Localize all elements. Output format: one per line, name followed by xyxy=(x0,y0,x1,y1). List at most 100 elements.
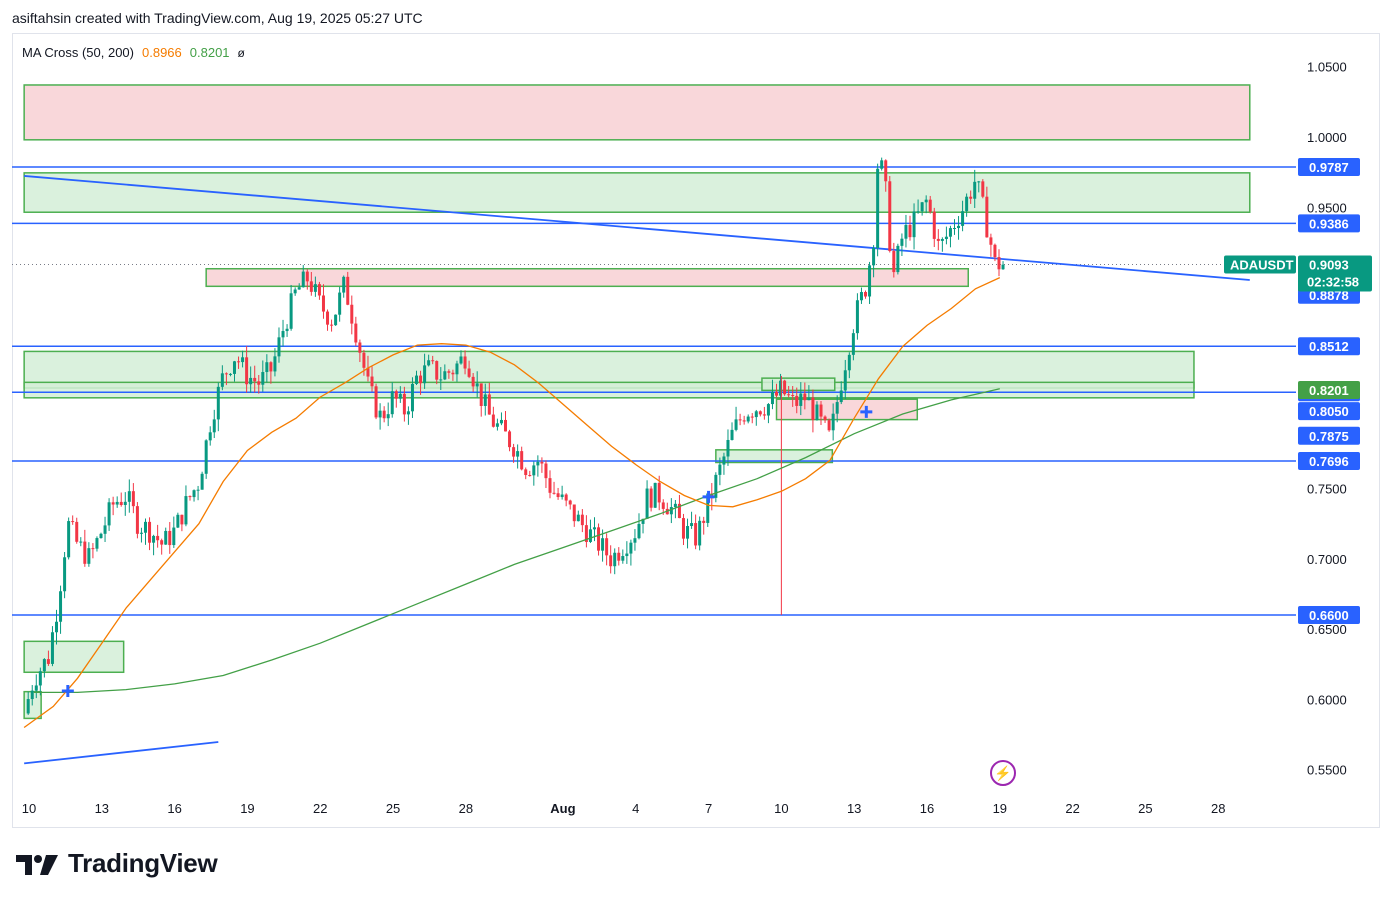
candle xyxy=(892,251,896,273)
candle xyxy=(447,371,451,373)
candle xyxy=(423,365,427,384)
zone-green-8 xyxy=(23,640,125,674)
candle xyxy=(653,482,657,508)
candle xyxy=(26,699,30,714)
y-tick-label: 0.9500 xyxy=(1307,200,1347,215)
price-tag-0.9787: 0.9787 xyxy=(1309,160,1349,175)
candle xyxy=(208,432,212,441)
candle xyxy=(807,397,811,401)
candle xyxy=(241,357,245,363)
countdown-tag: 02:32:58 xyxy=(1307,275,1359,290)
candle xyxy=(855,300,859,334)
candle xyxy=(637,523,641,539)
candle xyxy=(843,370,847,391)
candle xyxy=(443,371,447,380)
candle xyxy=(673,503,677,508)
candle xyxy=(762,414,766,416)
candle xyxy=(59,591,63,622)
candle xyxy=(779,380,783,396)
candle xyxy=(204,440,208,474)
price-tag-0.8512: 0.8512 xyxy=(1309,339,1349,354)
candle xyxy=(928,199,932,212)
candle xyxy=(491,414,495,427)
candle xyxy=(617,552,621,561)
side-tag-0.8050: 0.8050 xyxy=(1309,404,1349,419)
candle xyxy=(601,538,605,551)
candle xyxy=(657,482,661,503)
candle xyxy=(847,354,851,371)
candle xyxy=(702,520,706,523)
candle xyxy=(330,324,334,326)
brand-name: TradingView xyxy=(68,848,218,878)
indicator-legend: MA Cross (50, 200) 0.8966 0.8201 ø xyxy=(22,45,245,60)
candle xyxy=(435,361,439,380)
candle xyxy=(783,380,787,395)
candle xyxy=(55,621,59,633)
candle xyxy=(787,394,791,396)
side-tag-0.7875-bg xyxy=(1298,426,1360,445)
lightning-icon[interactable]: ⚡ xyxy=(990,760,1016,786)
candle xyxy=(835,402,839,414)
candle xyxy=(576,514,580,522)
cross-marker-1 xyxy=(702,490,715,503)
candle xyxy=(532,465,536,476)
x-tick-label: 19 xyxy=(240,801,254,816)
candle xyxy=(265,362,269,373)
candle xyxy=(87,548,91,564)
candle xyxy=(584,525,588,542)
last-price-tag: 0.9093 xyxy=(1309,258,1349,273)
candle xyxy=(540,461,544,464)
candle xyxy=(629,542,633,554)
candle xyxy=(42,659,46,672)
candle xyxy=(1001,264,1005,270)
zone-red-2 xyxy=(205,267,969,288)
candle xyxy=(815,404,819,420)
price-tag-0.9787-bg xyxy=(1298,157,1360,176)
candle xyxy=(880,160,884,169)
visibility-icon[interactable]: ø xyxy=(237,45,245,60)
price-tag-0.6600: 0.6600 xyxy=(1309,608,1349,623)
candle xyxy=(819,404,823,417)
price-tag-0.7696-bg xyxy=(1298,451,1360,470)
candle xyxy=(285,328,289,332)
candle xyxy=(83,541,87,564)
candle xyxy=(216,386,220,420)
candle xyxy=(46,659,50,664)
candle xyxy=(277,337,281,357)
candle xyxy=(965,196,969,212)
candle xyxy=(758,411,762,415)
x-tick-label: 28 xyxy=(459,801,473,816)
side-tag-0.8201-bg xyxy=(1298,380,1360,399)
candle xyxy=(944,236,948,240)
x-tick-label: 28 xyxy=(1211,801,1225,816)
candle xyxy=(305,271,309,282)
candle xyxy=(350,304,354,324)
candle xyxy=(419,375,423,384)
candle xyxy=(592,527,596,530)
candle xyxy=(572,504,576,522)
candle xyxy=(552,492,556,494)
candle xyxy=(888,181,892,252)
candle xyxy=(281,331,285,338)
candle xyxy=(455,363,459,375)
x-tick-label: 19 xyxy=(993,801,1007,816)
x-tick-label: 25 xyxy=(1138,801,1152,816)
candle xyxy=(390,391,394,415)
last-price-tag-bg xyxy=(1298,255,1372,292)
candle xyxy=(309,281,313,292)
candle xyxy=(544,463,548,479)
candle xyxy=(706,493,710,523)
candle xyxy=(386,414,390,419)
y-tick-label: 0.7000 xyxy=(1307,552,1347,567)
candle xyxy=(811,397,815,420)
candle xyxy=(633,538,637,543)
candle xyxy=(686,526,690,539)
candle xyxy=(625,553,629,557)
candle xyxy=(536,461,540,466)
candle xyxy=(168,530,172,546)
candle xyxy=(220,373,224,387)
candle xyxy=(876,168,880,248)
ma200-value: 0.8201 xyxy=(189,45,230,60)
candle xyxy=(212,419,216,433)
